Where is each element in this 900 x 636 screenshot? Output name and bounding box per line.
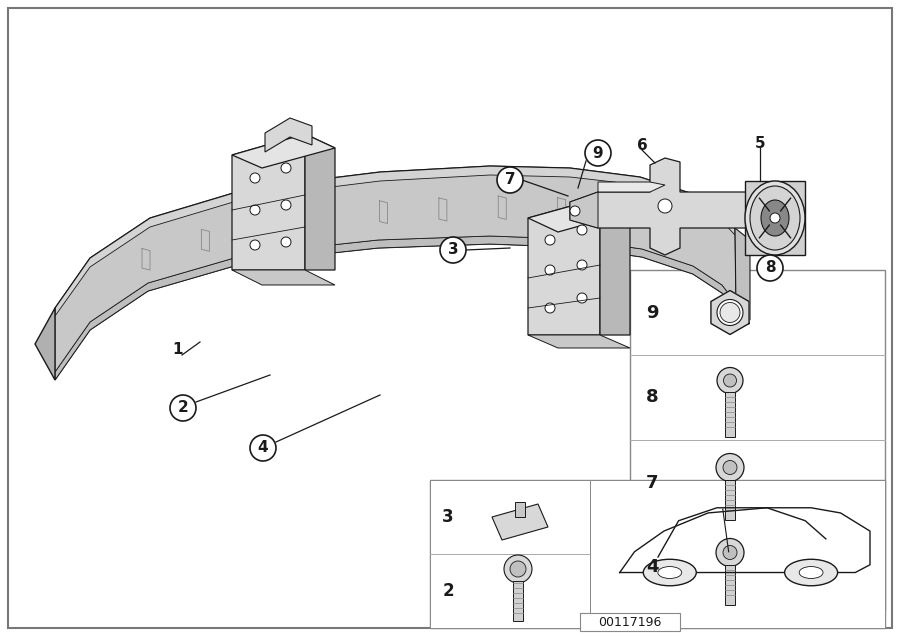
- Ellipse shape: [785, 559, 838, 586]
- Text: 4: 4: [646, 558, 658, 576]
- Circle shape: [723, 546, 737, 560]
- Ellipse shape: [761, 200, 789, 236]
- Circle shape: [720, 303, 740, 322]
- Bar: [513, 581, 523, 621]
- Polygon shape: [35, 308, 55, 380]
- Text: 9: 9: [593, 146, 603, 160]
- Polygon shape: [570, 192, 598, 228]
- Polygon shape: [570, 158, 750, 255]
- Polygon shape: [598, 182, 665, 192]
- Polygon shape: [305, 134, 335, 270]
- Polygon shape: [735, 228, 750, 320]
- Circle shape: [723, 460, 737, 474]
- Polygon shape: [55, 166, 735, 316]
- Circle shape: [545, 235, 555, 245]
- Bar: [725, 480, 735, 520]
- Circle shape: [170, 395, 196, 421]
- Bar: [430, 480, 590, 628]
- Bar: [430, 480, 885, 628]
- Bar: [725, 565, 735, 604]
- Circle shape: [716, 453, 744, 481]
- Circle shape: [281, 237, 291, 247]
- Text: 7: 7: [505, 172, 516, 188]
- Polygon shape: [528, 198, 630, 232]
- Text: 00117196: 00117196: [598, 616, 662, 628]
- Polygon shape: [515, 502, 525, 517]
- Ellipse shape: [750, 186, 800, 250]
- Text: 8: 8: [645, 389, 658, 406]
- Polygon shape: [232, 134, 305, 270]
- Polygon shape: [55, 166, 736, 380]
- Circle shape: [716, 539, 744, 567]
- Circle shape: [577, 260, 587, 270]
- Circle shape: [510, 561, 526, 577]
- Text: 2: 2: [177, 401, 188, 415]
- Text: 4: 4: [257, 441, 268, 455]
- Polygon shape: [232, 134, 335, 168]
- Bar: [745, 181, 805, 255]
- Circle shape: [757, 255, 783, 281]
- Polygon shape: [600, 198, 630, 335]
- Polygon shape: [711, 291, 749, 335]
- Ellipse shape: [745, 181, 805, 255]
- Bar: [580, 613, 680, 631]
- Circle shape: [250, 173, 260, 183]
- Polygon shape: [528, 198, 600, 335]
- Circle shape: [577, 293, 587, 303]
- Circle shape: [717, 300, 743, 326]
- Circle shape: [585, 140, 611, 166]
- Circle shape: [281, 163, 291, 173]
- Text: 7: 7: [646, 473, 658, 492]
- Text: 1: 1: [173, 343, 184, 357]
- Circle shape: [250, 435, 276, 461]
- Polygon shape: [492, 504, 548, 540]
- Circle shape: [545, 265, 555, 275]
- Circle shape: [250, 240, 260, 250]
- Polygon shape: [528, 335, 630, 348]
- Polygon shape: [232, 270, 335, 285]
- Text: 5: 5: [755, 135, 765, 151]
- Circle shape: [497, 167, 523, 193]
- Ellipse shape: [644, 559, 697, 586]
- Text: 2: 2: [442, 582, 454, 600]
- Circle shape: [770, 213, 780, 223]
- Ellipse shape: [658, 567, 681, 579]
- Circle shape: [504, 555, 532, 583]
- Ellipse shape: [799, 567, 823, 579]
- Circle shape: [440, 237, 466, 263]
- Circle shape: [545, 303, 555, 313]
- Circle shape: [724, 374, 736, 387]
- Text: 3: 3: [447, 242, 458, 258]
- Text: 3: 3: [442, 508, 454, 526]
- Text: 8: 8: [765, 261, 775, 275]
- Polygon shape: [55, 236, 736, 380]
- Text: 6: 6: [636, 137, 647, 153]
- Bar: [630, 270, 885, 610]
- Circle shape: [717, 368, 743, 394]
- Circle shape: [658, 199, 672, 213]
- Circle shape: [281, 200, 291, 210]
- Circle shape: [570, 206, 580, 216]
- Bar: [725, 392, 735, 436]
- Circle shape: [250, 205, 260, 215]
- Polygon shape: [55, 175, 736, 372]
- Polygon shape: [265, 118, 312, 152]
- Circle shape: [577, 225, 587, 235]
- Text: 9: 9: [646, 303, 658, 322]
- Bar: [590, 480, 885, 628]
